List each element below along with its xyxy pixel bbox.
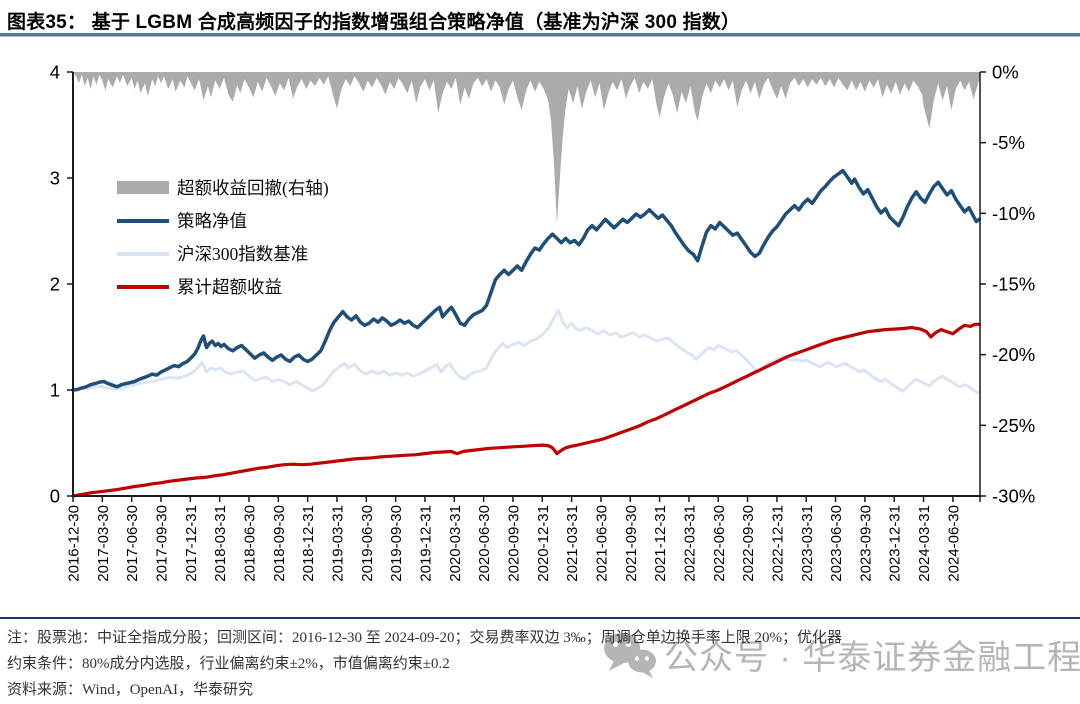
legend-label: 沪深300指数基准 [177,244,309,264]
svg-text:2018-03-31: 2018-03-31 [212,505,229,582]
left-axis-labels: 0 1 2 3 4 [50,62,60,507]
svg-text:2023-03-31: 2023-03-31 [799,505,816,582]
series-line-3 [71,322,981,498]
svg-text:2022-09-30: 2022-09-30 [740,505,757,582]
axis-ticks [67,71,986,502]
svg-text:-25%: -25% [992,415,1035,436]
legend-label: 超额收益回撤(右轴) [177,178,329,198]
notes-separator [0,617,1080,619]
series-area-drawdown [73,72,980,224]
chart-legend: 超额收益回撤(右轴) 策略净值 沪深300指数基准 累计超额收益 [117,171,329,303]
svg-text:2016-12-30: 2016-12-30 [66,505,83,582]
figure-title: 图表35： 基于 LGBM 合成高频因子的指数增强组合策略净值（基准为沪深 30… [7,12,741,33]
strategy-line-swatch-icon [117,218,169,223]
svg-text:1: 1 [50,380,60,401]
svg-text:2020-06-30: 2020-06-30 [476,505,493,582]
svg-text:2023-12-31: 2023-12-31 [887,505,904,582]
svg-text:2020-03-31: 2020-03-31 [447,505,464,582]
legend-item-benchmark: 沪深300指数基准 [117,237,329,270]
svg-text:0: 0 [50,486,60,507]
svg-text:2023-06-30: 2023-06-30 [828,505,845,582]
watermark: 公众号 · 华泰证券金融工程 [602,630,1080,679]
svg-text:2021-06-30: 2021-06-30 [593,505,610,582]
series-line-2 [71,168,982,392]
svg-text:2019-06-30: 2019-06-30 [359,505,376,582]
watermark-text: 公众号 · 华泰证券金融工程 [664,639,1080,677]
svg-text:2021-09-30: 2021-09-30 [623,505,640,582]
svg-text:2018-09-30: 2018-09-30 [271,505,288,582]
svg-text:2021-03-31: 2021-03-31 [564,505,581,582]
excess-line-swatch-icon [117,284,169,289]
svg-text:2022-06-30: 2022-06-30 [711,505,728,582]
right-axis-labels: 0% -5% -10% -15% -20% -25% -30% [992,62,1035,507]
svg-text:2018-12-31: 2018-12-31 [300,505,317,582]
svg-text:2017-06-30: 2017-06-30 [124,505,141,582]
svg-text:2024-03-31: 2024-03-31 [916,505,933,582]
wechat-icon [604,632,656,678]
svg-text:2: 2 [50,274,60,295]
svg-text:2020-09-30: 2020-09-30 [505,505,522,582]
svg-text:2022-12-31: 2022-12-31 [769,505,786,582]
footnotes: 注：股票池：中证全指成分股；回测区间：2016-12-30 至 2024-09-… [7,625,842,703]
svg-text:-30%: -30% [992,486,1035,507]
svg-text:2023-09-30: 2023-09-30 [857,505,874,582]
svg-text:2022-03-31: 2022-03-31 [681,505,698,582]
x-axis-labels: 2016-12-30 2017-03-30 2017-06-30 2017-09-30… [66,505,963,582]
note-line-1: 注：股票池：中证全指成分股；回测区间：2016-12-30 至 2024-09-… [7,630,842,646]
svg-text:2024-06-30: 2024-06-30 [945,505,962,582]
svg-text:4: 4 [50,62,60,83]
benchmark-line-swatch-icon [117,251,169,256]
svg-text:2017-09-30: 2017-09-30 [153,505,170,582]
svg-text:0%: 0% [992,62,1019,83]
svg-text:-20%: -20% [992,344,1035,365]
svg-text:2020-12-31: 2020-12-31 [535,505,552,582]
svg-text:2017-12-31: 2017-12-31 [183,505,200,582]
svg-text:-15%: -15% [992,274,1035,295]
note-line-2: 约束条件：80%成分内选股，行业偏离约束±2%，市值偏离约束±0.2 [7,656,450,672]
svg-text:2019-12-31: 2019-12-31 [417,505,434,582]
svg-text:-10%: -10% [992,203,1035,224]
legend-item-drawdown: 超额收益回撤(右轴) [117,171,329,204]
svg-text:2019-09-30: 2019-09-30 [388,505,405,582]
legend-label: 策略净值 [177,211,247,231]
title-underline [0,33,1080,37]
svg-text:3: 3 [50,168,60,189]
svg-text:2021-12-31: 2021-12-31 [652,505,669,582]
svg-text:2017-03-30: 2017-03-30 [95,505,112,582]
drawdown-swatch-icon [117,181,169,194]
legend-item-strategy: 策略净值 [117,204,329,237]
svg-text:2019-03-31: 2019-03-31 [329,505,346,582]
legend-item-excess: 累计超额收益 [117,270,329,303]
legend-label: 累计超额收益 [177,277,282,297]
svg-text:2018-06-30: 2018-06-30 [241,505,258,582]
series-line-1 [71,309,981,395]
source-line: 资料来源：Wind，OpenAI，华泰研究 [7,682,254,698]
svg-text:-5%: -5% [992,132,1025,153]
